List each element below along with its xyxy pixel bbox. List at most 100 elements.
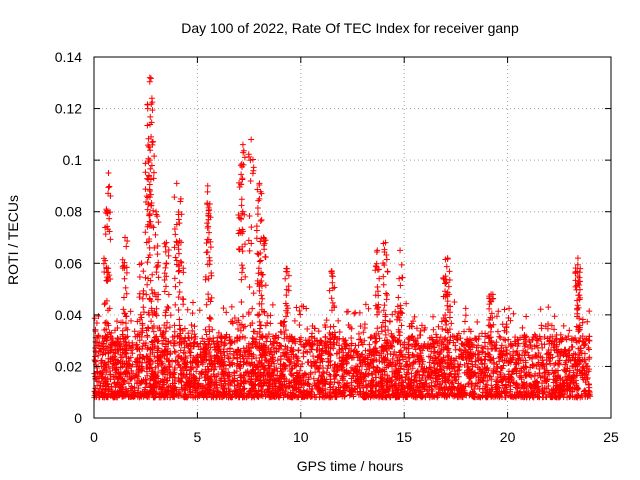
- data-point: [384, 291, 391, 298]
- data-point: [291, 376, 298, 383]
- data-point: [146, 381, 153, 388]
- data-point: [108, 346, 115, 353]
- data-point: [239, 248, 246, 255]
- data-point: [479, 349, 486, 356]
- data-point: [240, 313, 247, 320]
- data-point: [397, 308, 404, 315]
- data-point: [121, 338, 128, 345]
- data-point: [160, 379, 167, 386]
- data-point: [462, 305, 469, 312]
- data-point: [381, 377, 388, 384]
- data-point: [425, 372, 432, 379]
- data-point: [95, 333, 102, 340]
- data-point: [282, 388, 289, 395]
- data-point: [520, 384, 527, 391]
- data-point: [574, 261, 581, 268]
- data-point: [123, 368, 130, 375]
- data-point: [175, 361, 182, 368]
- data-point: [382, 331, 389, 338]
- data-point: [380, 307, 387, 314]
- data-point: [418, 342, 425, 349]
- data-point: [537, 335, 544, 342]
- data-point: [257, 249, 264, 256]
- data-point: [381, 359, 388, 366]
- data-point: [277, 328, 284, 335]
- data-point: [563, 377, 570, 384]
- data-point: [396, 360, 403, 367]
- data-point: [333, 394, 340, 401]
- data-point: [143, 291, 150, 298]
- data-point: [93, 342, 100, 349]
- data-point: [128, 383, 135, 390]
- data-point: [129, 339, 136, 346]
- data-point: [147, 360, 154, 367]
- data-point: [350, 393, 357, 400]
- data-point: [274, 357, 281, 364]
- data-point: [113, 318, 120, 325]
- data-point: [121, 275, 128, 282]
- data-point: [431, 367, 438, 374]
- data-point: [151, 390, 158, 397]
- data-point: [375, 330, 382, 337]
- data-point: [426, 359, 433, 366]
- data-point: [183, 363, 190, 370]
- data-point: [484, 377, 491, 384]
- data-point: [584, 318, 591, 325]
- data-point: [331, 390, 338, 397]
- data-point: [569, 344, 576, 351]
- data-point: [96, 385, 103, 392]
- data-point: [381, 302, 388, 309]
- data-point: [211, 381, 218, 388]
- data-point: [265, 331, 272, 338]
- data-point: [277, 360, 284, 367]
- data-point: [257, 377, 264, 384]
- data-point: [467, 344, 474, 351]
- data-point: [544, 391, 551, 398]
- data-point: [312, 382, 319, 389]
- data-point: [231, 370, 238, 377]
- data-point: [236, 179, 243, 186]
- data-point: [189, 299, 196, 306]
- data-point: [574, 356, 581, 363]
- data-point: [207, 244, 214, 251]
- data-point: [535, 350, 542, 357]
- data-point: [267, 320, 274, 327]
- data-point: [153, 305, 160, 312]
- data-point: [247, 178, 254, 185]
- data-point: [172, 254, 179, 261]
- data-point: [576, 274, 583, 281]
- data-point: [278, 368, 285, 375]
- data-point: [244, 368, 251, 375]
- data-point: [446, 349, 453, 356]
- data-point: [295, 358, 302, 365]
- data-point: [442, 311, 449, 318]
- data-point: [338, 363, 345, 370]
- data-point: [105, 190, 112, 197]
- data-point: [444, 298, 451, 305]
- data-point: [254, 330, 261, 337]
- data-point: [246, 284, 253, 291]
- data-point: [383, 290, 390, 297]
- data-point: [495, 308, 502, 315]
- data-point: [482, 343, 489, 350]
- data-point: [388, 377, 395, 384]
- data-point: [379, 344, 386, 351]
- data-point: [230, 355, 237, 362]
- data-point: [326, 350, 333, 357]
- data-point: [455, 380, 462, 387]
- data-point: [384, 379, 391, 386]
- data-point: [577, 372, 584, 379]
- data-point: [165, 252, 172, 259]
- data-point: [189, 327, 196, 334]
- data-point: [164, 319, 171, 326]
- data-point: [300, 353, 307, 360]
- data-point: [248, 350, 255, 357]
- data-point: [486, 351, 493, 358]
- data-point: [106, 215, 113, 222]
- data-point: [566, 384, 573, 391]
- data-point: [291, 317, 298, 324]
- data-point: [459, 341, 466, 348]
- data-point: [259, 295, 266, 302]
- data-point: [146, 181, 153, 188]
- data-point: [529, 362, 536, 369]
